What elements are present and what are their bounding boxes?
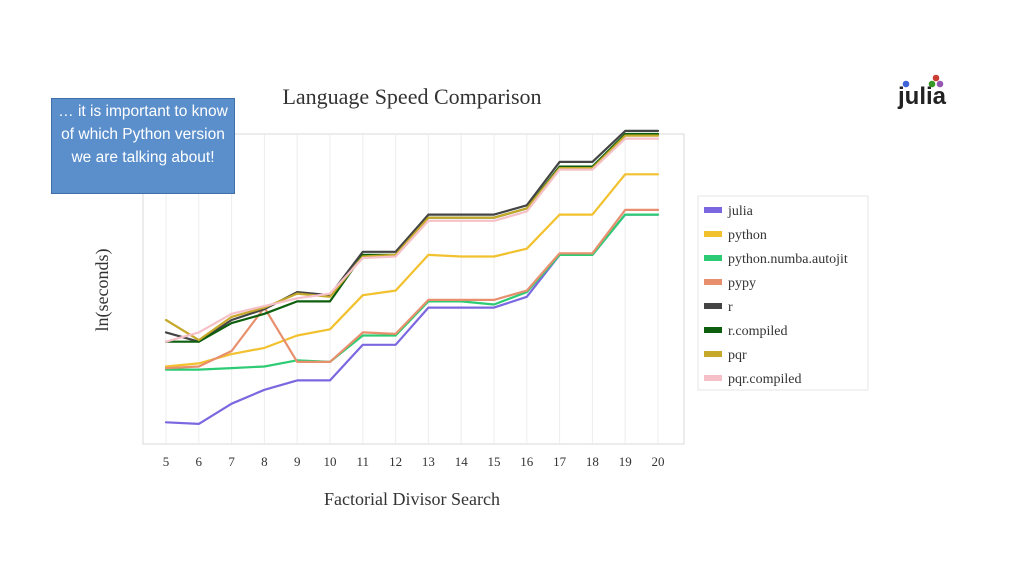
- x-tick-10: 10: [324, 454, 337, 469]
- x-tick-7: 7: [228, 454, 235, 469]
- x-tick-8: 8: [261, 454, 268, 469]
- series-line-python: [164, 173, 660, 368]
- x-tick-16: 16: [520, 454, 534, 469]
- julia-logo-dot-red: [932, 74, 940, 82]
- legend-label-pqr: pqr: [728, 348, 747, 363]
- x-tick-12: 12: [389, 454, 402, 469]
- x-tick-6: 6: [196, 454, 203, 469]
- chart-title: Language Speed Comparison: [282, 84, 541, 109]
- grid-lines: [165, 135, 659, 443]
- x-tick-labels: 5 6 7 8 9 10 11 12 13 14 15 16 17 18 19 20: [163, 454, 665, 469]
- x-tick-11: 11: [357, 454, 370, 469]
- x-tick-15: 15: [488, 454, 501, 469]
- x-tick-18: 18: [586, 454, 599, 469]
- legend-label-r: r: [728, 300, 733, 315]
- x-tick-19: 19: [619, 454, 632, 469]
- legend-label-python: python: [728, 228, 767, 243]
- x-axis-label: Factorial Divisor Search: [324, 489, 500, 509]
- x-tick-17: 17: [553, 454, 567, 469]
- julia-logo: julia: [897, 74, 947, 110]
- julia-logo-dot-purple: [936, 80, 944, 88]
- legend-swatch-python-numba-autojit: [704, 255, 722, 261]
- x-tick-9: 9: [294, 454, 301, 469]
- legend-swatch-pqr: [704, 351, 722, 357]
- y-axis-label: ln(seconds): [92, 249, 113, 332]
- legend-label-pqr-compiled: pqr.compiled: [728, 372, 802, 387]
- series-line-pqr-compiled: [164, 137, 660, 343]
- legend-swatch-r: [704, 303, 722, 309]
- series-line-pqr: [164, 134, 660, 342]
- series-line-r: [164, 129, 660, 343]
- legend: julia python python.numba.autojit pypy r r.co…: [697, 195, 869, 391]
- series-lines: [164, 129, 660, 425]
- legend-label-r-compiled: r.compiled: [728, 324, 788, 339]
- legend-swatch-r-compiled: [704, 327, 722, 333]
- legend-label-python-numba-autojit: python.numba.autojit: [728, 252, 848, 267]
- julia-logo-dot-green: [928, 80, 936, 88]
- julia-logo-wordmark: julia: [897, 83, 947, 110]
- julia-logo-dot-blue: [902, 80, 910, 88]
- legend-swatch-pqr-compiled: [704, 375, 722, 381]
- callout-note: … it is important to know of which Pytho…: [51, 98, 235, 194]
- legend-box: [697, 195, 869, 391]
- x-tick-13: 13: [422, 454, 435, 469]
- x-tick-20: 20: [652, 454, 665, 469]
- legend-swatch-python: [704, 231, 722, 237]
- series-line-pypy: [164, 208, 660, 370]
- legend-label-pypy: pypy: [728, 276, 756, 291]
- x-tick-14: 14: [455, 454, 469, 469]
- legend-swatch-pypy: [704, 279, 722, 285]
- x-tick-5: 5: [163, 454, 170, 469]
- legend-label-julia: julia: [727, 204, 754, 219]
- legend-swatch-julia: [704, 207, 722, 213]
